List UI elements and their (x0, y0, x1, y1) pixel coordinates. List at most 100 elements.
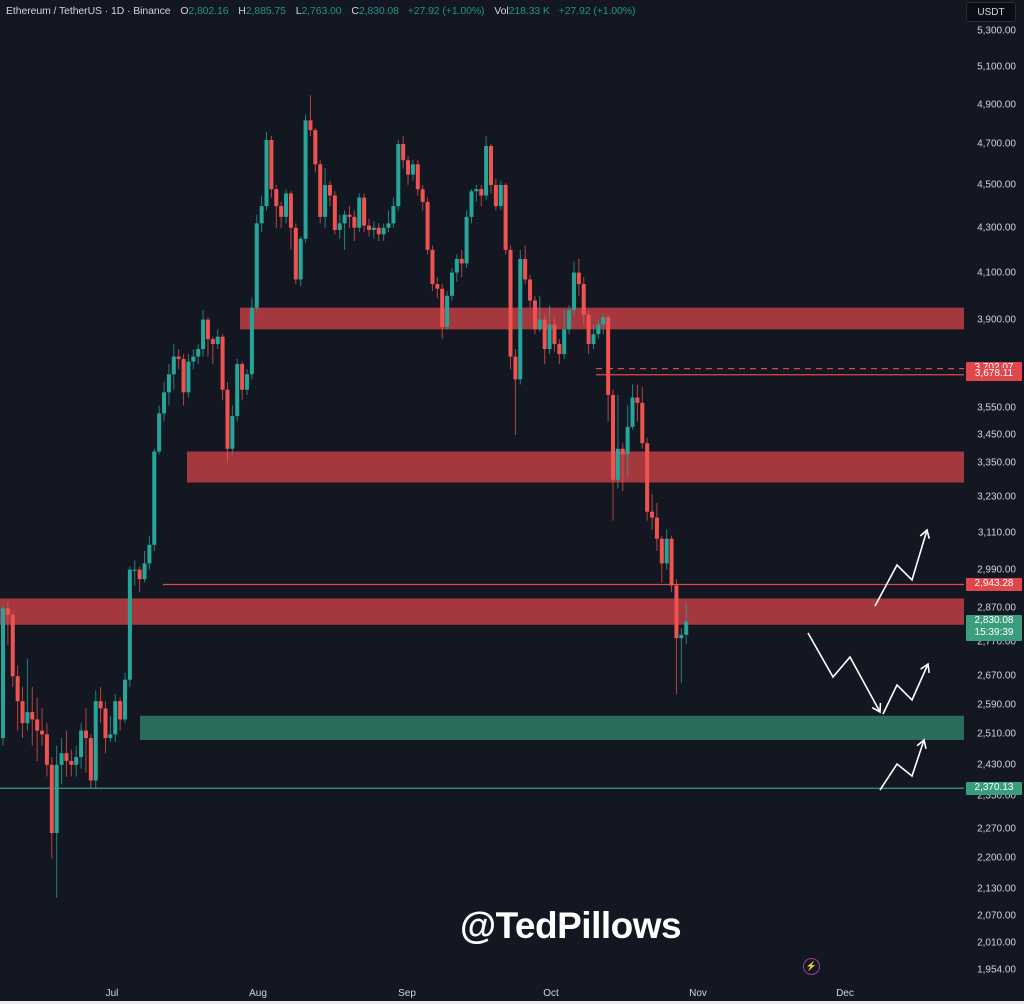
candle-body (420, 189, 425, 202)
candle-body (303, 120, 308, 239)
candle-body (35, 719, 40, 731)
symbol-title[interactable]: Ethereum / TetherUS · 1D · Binance (6, 5, 171, 17)
candle-body (225, 389, 230, 449)
price-tick-label: 5,300.00 (977, 25, 1016, 37)
candle-body (474, 189, 479, 192)
candle-body (484, 146, 489, 196)
candle-body (367, 225, 371, 230)
candle-body (235, 364, 240, 417)
trend-arrow (879, 739, 925, 791)
candle-body (406, 160, 411, 175)
candle-body (274, 189, 279, 207)
trend-arrow (882, 663, 929, 715)
time-tick-label: Sep (398, 988, 416, 999)
candle-body (118, 701, 123, 720)
candle-body (54, 764, 59, 834)
arrow-head-icon (871, 702, 882, 714)
candle-body (586, 314, 591, 345)
candle-body (415, 164, 420, 190)
arrow-head-icon (920, 662, 930, 674)
candle-body (640, 402, 645, 444)
support-zone (140, 715, 964, 740)
candle-body (523, 258, 528, 280)
price-tick-label: 2,870.00 (977, 602, 1016, 614)
price-tick-label: 2,270.00 (977, 823, 1016, 835)
candle-body (615, 448, 620, 480)
candle-body (659, 538, 664, 564)
candle-body (489, 146, 493, 185)
price-tick-label: 2,200.00 (977, 852, 1016, 864)
candle-body (552, 324, 557, 345)
candle-body (479, 189, 484, 196)
price-tick-label: 4,500.00 (977, 179, 1016, 191)
candle-body (10, 614, 15, 677)
candle-body (396, 144, 401, 207)
currency-button[interactable]: USDT (966, 2, 1016, 22)
price-plot[interactable] (0, 0, 964, 978)
candle-body (245, 374, 249, 390)
candle-body (528, 279, 533, 301)
candle-body (93, 701, 98, 781)
candle-body (557, 344, 562, 355)
arrow-head-icon (919, 528, 931, 539)
candle-body (30, 712, 35, 720)
time-tick-label: Dec (836, 988, 854, 999)
price-axis[interactable]: 5,300.00 5,100.00 4,900.00 4,700.00 4,500.00… (964, 0, 1024, 990)
candle-body (132, 569, 137, 571)
price-tick-label: 4,700.00 (977, 138, 1016, 150)
candle-body (532, 300, 537, 330)
price-tick-label: 2,350.00 (977, 790, 1016, 802)
price-label-tag: 2,943.28 (966, 577, 1022, 591)
price-tick-label: 4,900.00 (977, 99, 1016, 111)
candle-body (127, 569, 132, 680)
candle-body (449, 272, 454, 296)
candle-body (571, 272, 576, 311)
candle-body (362, 197, 367, 226)
candle-body (454, 258, 459, 273)
candle-body (401, 144, 406, 161)
trend-arrow (807, 632, 881, 713)
price-label-tag: 3,678.11 (966, 368, 1022, 382)
candle-body (181, 359, 186, 393)
price-tick-label: 3,450.00 (977, 429, 1016, 441)
countdown-timer: 15:39:39 (974, 626, 1014, 638)
lightning-icon[interactable]: ⚡ (803, 958, 820, 975)
candle-body (176, 356, 181, 360)
resistance-zone (0, 598, 964, 625)
candle-body (620, 448, 625, 455)
trend-arrow (874, 529, 928, 607)
candle-body (186, 361, 191, 393)
price-tick-label: 2,070.00 (977, 910, 1016, 922)
candle-body (635, 397, 640, 403)
candle-body (347, 214, 352, 217)
candle-body (205, 319, 210, 340)
candle-body (591, 334, 596, 345)
candle-body (323, 184, 328, 217)
candle-body (459, 258, 464, 264)
candle-body (410, 164, 415, 175)
candle-body (230, 416, 235, 449)
candle-body (547, 324, 552, 350)
volume-change-value: +27.92 (+1.00%) (558, 5, 636, 17)
candle-body (386, 223, 391, 228)
time-axis[interactable]: Jul Aug Sep Oct Nov Dec (0, 978, 964, 1004)
price-tick-label: 3,350.00 (977, 457, 1016, 469)
change-value: +27.92 (+1.00%) (407, 5, 485, 17)
candle-body (137, 569, 142, 580)
candle-body (430, 249, 435, 285)
candle-body (518, 258, 523, 380)
high-value: 2,885.75 (245, 5, 286, 17)
candle-body (25, 712, 30, 724)
price-tick-label: 3,230.00 (977, 491, 1016, 503)
candle-body (493, 184, 498, 207)
price-tick-label: 1,954.00 (977, 964, 1016, 976)
legend-header: Ethereum / TetherUS · 1D · Binance O2,80… (6, 5, 636, 17)
candle-body (308, 120, 313, 131)
low-value: 2,763.00 (301, 5, 342, 17)
candle-body (596, 324, 601, 335)
candle-body (215, 336, 220, 345)
candle-body (279, 206, 284, 217)
candle-body (425, 201, 430, 250)
price-tick-label: 2,510.00 (977, 728, 1016, 740)
